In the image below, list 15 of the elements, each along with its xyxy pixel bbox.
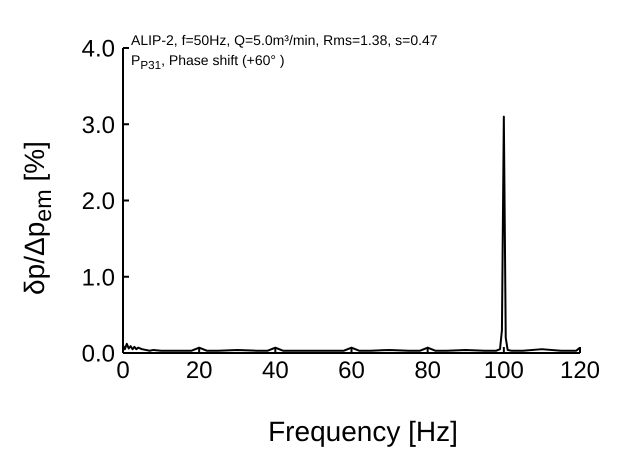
x-tick-label: 100 xyxy=(484,357,524,384)
x-tick-label: 40 xyxy=(262,357,289,384)
y-tick-label: 3.0 xyxy=(82,112,115,139)
x-tick-label: 20 xyxy=(186,357,213,384)
x-axis-title: Frequency [Hz] xyxy=(267,416,459,448)
annotation: P$_{P31}$, Phase shift (+60° ) xyxy=(131,51,286,74)
x-tick-label: 0 xyxy=(116,357,130,384)
y-tick-label: 0.0 xyxy=(82,340,115,368)
y-tick-label: 1.0 xyxy=(82,264,115,292)
x-tick-label: 60 xyxy=(338,357,365,384)
y-tick-label: 4.0 xyxy=(82,36,115,63)
y-tick-label: 2.0 xyxy=(82,188,115,216)
x-tick-label: 120 xyxy=(560,357,600,384)
annotation: ALIP-2, f=50Hz, Q=5.0m³/min, Rms=1.38, s=0.47 xyxy=(131,31,438,50)
x-tick-label: 80 xyxy=(414,357,442,384)
